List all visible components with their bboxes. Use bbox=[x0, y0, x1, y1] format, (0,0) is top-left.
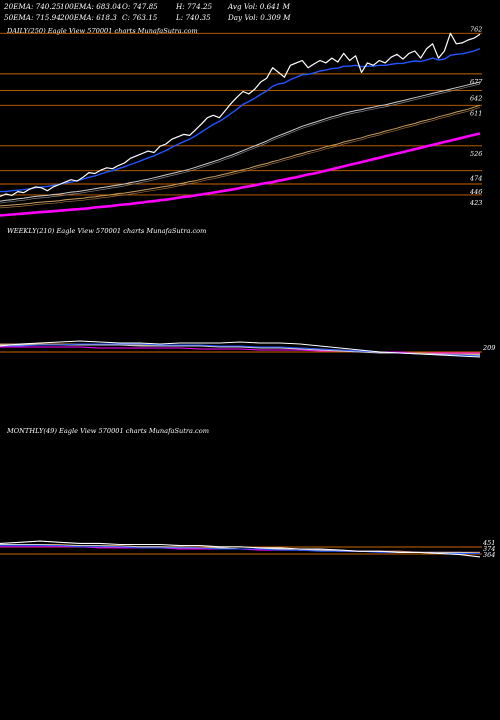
daily-level-label: 446 bbox=[469, 188, 482, 196]
daily-ema100-line bbox=[0, 104, 481, 207]
monthly-level-label: 451 bbox=[482, 539, 495, 547]
daily-level-label: 423 bbox=[469, 199, 482, 207]
daily-level-label: 677 bbox=[470, 78, 483, 86]
stat-open: O: 747.85 bbox=[122, 2, 158, 11]
daily-panel-label: DAILY(250) Eagle View 570001 charts Muna… bbox=[7, 27, 198, 35]
stat-20ema: 20EMA: 740.25 bbox=[4, 2, 61, 11]
daily-ema50-shadow-line bbox=[0, 83, 481, 204]
daily-level-label: 611 bbox=[470, 109, 482, 117]
weekly-panel-label: WEEKLY(210) Eagle View 570001 charts Mun… bbox=[7, 227, 207, 235]
stat-close: C: 763.15 bbox=[122, 13, 158, 22]
weekly-ema20-line bbox=[0, 343, 481, 357]
daily-level-label: 642 bbox=[470, 95, 482, 103]
stat-50ema: 50EMA: 715.94 bbox=[4, 13, 61, 22]
weekly-level-label: 209 bbox=[482, 344, 495, 352]
daily-ema50-line bbox=[0, 81, 481, 202]
daily-ema100-shadow-line bbox=[0, 106, 481, 209]
monthly-price-line bbox=[0, 540, 481, 558]
daily-level-label: 526 bbox=[470, 150, 482, 158]
stat-low: L: 740.35 bbox=[176, 13, 211, 22]
stat-200ema: 200EMA: 618.3 bbox=[60, 13, 117, 22]
weekly-price-line bbox=[0, 340, 481, 358]
daily-level-label: 762 bbox=[470, 25, 482, 33]
monthly-panel-label: MONTHLY(49) Eagle View 570001 charts Mun… bbox=[7, 427, 209, 435]
daily-price-line bbox=[0, 32, 481, 197]
stat-day-vol: Day Vol: 0.309 M bbox=[228, 13, 291, 22]
monthly-level-label: 374 bbox=[483, 545, 495, 553]
monthly-level-label: 364 bbox=[483, 551, 495, 559]
stat-100ema: 100EMA: 683.04 bbox=[60, 2, 122, 11]
daily-ema20-line bbox=[0, 47, 481, 193]
stat-high: H: 774.25 bbox=[176, 2, 213, 11]
daily-ema200-line bbox=[0, 132, 481, 217]
weekly-ema200-line bbox=[0, 346, 480, 354]
stat-avg-vol: Avg Vol: 0.641 M bbox=[228, 2, 290, 11]
daily-level-label: 474 bbox=[469, 175, 482, 183]
